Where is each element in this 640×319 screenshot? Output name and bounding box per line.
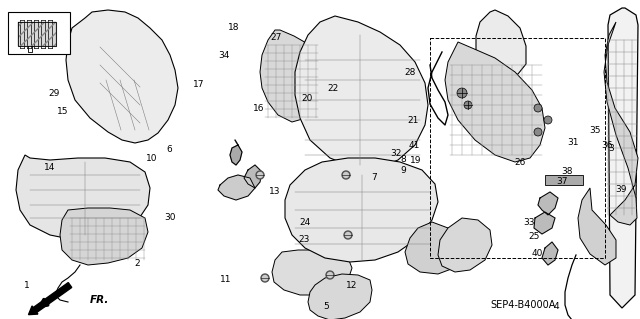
Text: 35: 35 bbox=[589, 126, 601, 135]
Text: 5: 5 bbox=[324, 302, 329, 311]
Text: 27: 27 bbox=[271, 33, 282, 41]
Circle shape bbox=[344, 231, 352, 239]
Text: 33: 33 bbox=[524, 218, 535, 227]
Text: 36: 36 bbox=[601, 141, 612, 150]
Text: 32: 32 bbox=[390, 149, 401, 158]
Polygon shape bbox=[244, 165, 262, 188]
Text: 8: 8 bbox=[401, 155, 406, 164]
Circle shape bbox=[344, 173, 349, 177]
Text: 40: 40 bbox=[532, 249, 543, 258]
Polygon shape bbox=[260, 30, 322, 122]
Polygon shape bbox=[60, 208, 148, 265]
Text: 19: 19 bbox=[410, 156, 422, 165]
Circle shape bbox=[262, 276, 268, 280]
Polygon shape bbox=[308, 274, 372, 319]
Polygon shape bbox=[218, 175, 255, 200]
Text: 41: 41 bbox=[409, 141, 420, 150]
Polygon shape bbox=[18, 22, 56, 46]
Text: 15: 15 bbox=[57, 107, 68, 115]
Polygon shape bbox=[295, 16, 428, 168]
Text: 11: 11 bbox=[220, 275, 232, 284]
Polygon shape bbox=[438, 218, 492, 272]
Text: 6: 6 bbox=[167, 145, 172, 154]
Polygon shape bbox=[272, 250, 352, 295]
Text: 34: 34 bbox=[218, 51, 230, 60]
Polygon shape bbox=[445, 42, 545, 162]
Text: 17: 17 bbox=[193, 80, 204, 89]
Circle shape bbox=[326, 271, 334, 279]
Circle shape bbox=[261, 274, 269, 282]
Bar bbox=[8, 12, 70, 54]
Text: 37: 37 bbox=[556, 177, 568, 186]
Polygon shape bbox=[542, 242, 558, 265]
Circle shape bbox=[464, 101, 472, 109]
Polygon shape bbox=[608, 8, 638, 308]
Text: 39: 39 bbox=[615, 185, 627, 194]
Text: 38: 38 bbox=[561, 167, 573, 176]
Circle shape bbox=[534, 104, 542, 112]
Text: 13: 13 bbox=[269, 187, 281, 196]
Bar bbox=[545, 175, 583, 185]
Polygon shape bbox=[604, 22, 638, 225]
Polygon shape bbox=[476, 10, 526, 78]
Polygon shape bbox=[538, 192, 558, 215]
FancyArrow shape bbox=[29, 283, 72, 315]
Text: FR.: FR. bbox=[90, 295, 109, 305]
Text: 24: 24 bbox=[300, 218, 311, 227]
Circle shape bbox=[534, 128, 542, 136]
Text: SEP4-B4000A: SEP4-B4000A bbox=[490, 300, 556, 310]
Text: 21: 21 bbox=[407, 116, 419, 125]
Text: 18: 18 bbox=[228, 23, 239, 32]
Text: 2: 2 bbox=[135, 259, 140, 268]
Text: 7: 7 bbox=[372, 173, 377, 182]
Polygon shape bbox=[405, 222, 462, 274]
Circle shape bbox=[256, 171, 264, 179]
Text: 30: 30 bbox=[164, 213, 175, 222]
Text: 12: 12 bbox=[346, 281, 358, 290]
Text: 26: 26 bbox=[514, 158, 525, 167]
Polygon shape bbox=[285, 158, 438, 262]
Circle shape bbox=[257, 173, 262, 177]
Text: 31: 31 bbox=[567, 138, 579, 147]
Polygon shape bbox=[16, 155, 150, 240]
Text: 4: 4 bbox=[554, 302, 559, 311]
Polygon shape bbox=[578, 188, 616, 265]
Text: 22: 22 bbox=[327, 84, 339, 93]
Text: 29: 29 bbox=[49, 89, 60, 98]
Polygon shape bbox=[66, 10, 178, 143]
Bar bbox=[430, 38, 605, 258]
Text: 28: 28 bbox=[404, 68, 415, 77]
Text: 10: 10 bbox=[146, 154, 157, 163]
Text: 1: 1 bbox=[24, 281, 29, 290]
Polygon shape bbox=[534, 212, 555, 234]
Circle shape bbox=[328, 272, 333, 278]
Text: 14: 14 bbox=[44, 163, 56, 172]
Text: 20: 20 bbox=[301, 94, 313, 103]
Circle shape bbox=[457, 88, 467, 98]
Text: 9: 9 bbox=[401, 166, 406, 175]
Circle shape bbox=[346, 233, 351, 238]
Circle shape bbox=[544, 116, 552, 124]
Text: 25: 25 bbox=[529, 232, 540, 241]
Text: 3: 3 bbox=[609, 144, 614, 153]
Text: 16: 16 bbox=[253, 104, 265, 113]
Circle shape bbox=[342, 171, 350, 179]
Text: 23: 23 bbox=[298, 235, 310, 244]
Polygon shape bbox=[230, 140, 242, 165]
